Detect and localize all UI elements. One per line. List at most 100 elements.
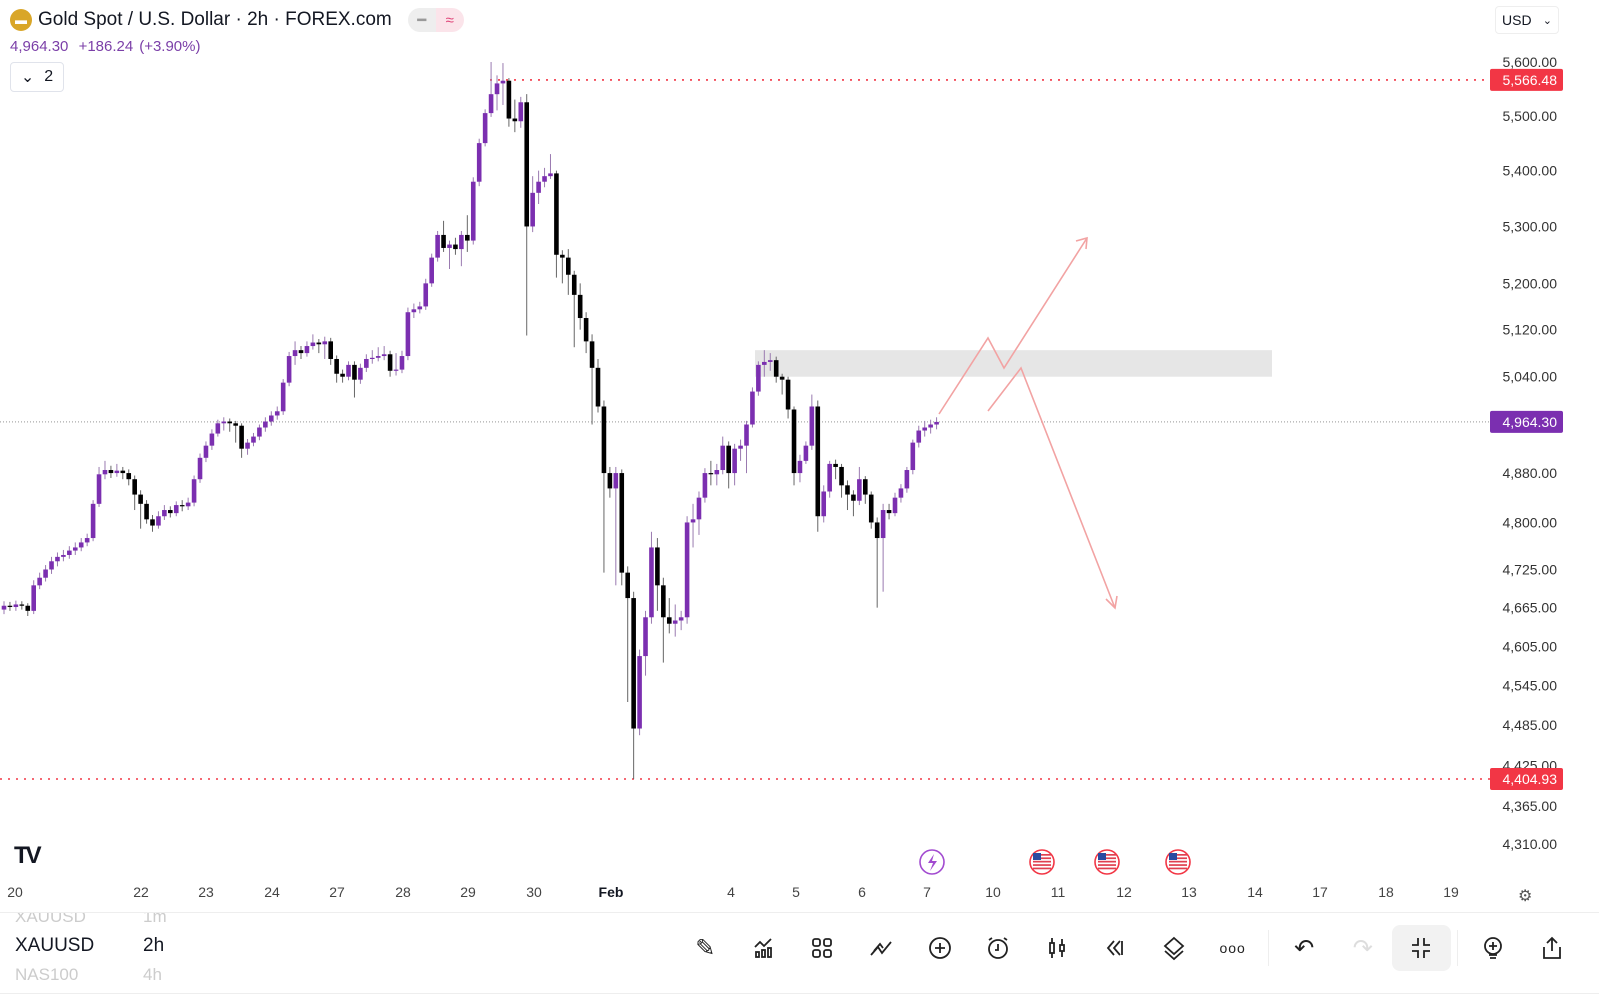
candle	[589, 334, 595, 425]
candle	[43, 565, 48, 582]
candle-body	[494, 83, 500, 95]
flag-stripe	[1169, 854, 1187, 856]
candle-body	[274, 411, 280, 416]
undo-icon[interactable]: ↶	[1294, 934, 1315, 962]
candle	[96, 466, 102, 507]
candle	[874, 517, 880, 608]
exit-fullscreen-icon[interactable]	[1392, 925, 1451, 971]
add-idea-icon[interactable]	[1464, 925, 1523, 971]
candle-body	[144, 503, 149, 520]
candle-body	[863, 479, 868, 495]
price-tick-label: 4,365.00	[1503, 798, 1558, 814]
us-flag-icon[interactable]	[1029, 849, 1055, 875]
candle	[560, 250, 565, 284]
candle	[334, 355, 339, 383]
flag-stripe	[1033, 860, 1051, 863]
alert-icon[interactable]	[969, 925, 1028, 971]
candle	[233, 420, 238, 443]
tradingview-logo[interactable]: TV	[14, 842, 42, 869]
chart-type-icon[interactable]	[1028, 925, 1087, 971]
redo-icon[interactable]: ↷	[1352, 934, 1373, 962]
candle	[49, 556, 54, 574]
candle	[898, 484, 904, 503]
candle-body	[340, 373, 345, 377]
candle	[197, 453, 203, 483]
status-pill[interactable]: ━ ≈	[407, 8, 464, 32]
candle-body	[803, 445, 809, 461]
low-price-marker-bg	[1490, 768, 1563, 791]
candle-body	[560, 254, 565, 258]
replay-icon[interactable]	[1086, 925, 1145, 971]
axis-settings-icon[interactable]: ⚙	[1518, 888, 1533, 905]
candle	[868, 491, 874, 529]
candle-body	[678, 617, 684, 621]
candle-body	[132, 479, 137, 495]
indicators-toggle-button[interactable]: ⌄ 2	[10, 62, 64, 92]
candle	[524, 94, 530, 336]
candle-body	[696, 497, 702, 520]
candle	[25, 603, 31, 616]
flag-stripe	[1098, 867, 1116, 870]
drawing-arrows[interactable]	[938, 236, 1118, 610]
candle-body	[138, 494, 143, 504]
flag-canton	[1098, 853, 1106, 860]
symbol-option[interactable]: XAUUSD 1m	[15, 913, 167, 926]
candle-body	[108, 470, 114, 474]
lightning-event-icon[interactable]	[919, 849, 945, 875]
candle	[637, 649, 642, 736]
us-flag-icon[interactable]	[1094, 849, 1120, 875]
price-chart[interactable]: 5,600.00 5,500.00 5,400.00 5,300.00 5,200.00…	[0, 0, 1599, 910]
candle-body	[381, 354, 387, 357]
symbol-picker[interactable]: XAUUSD 1m XAUUSD 2h NAS100 4h	[15, 913, 185, 983]
candle-body	[791, 409, 797, 474]
candle-body	[631, 598, 636, 729]
candle-body	[191, 479, 197, 503]
candle-body	[263, 421, 268, 428]
candle-body	[738, 445, 743, 449]
draw-icon[interactable]: ✎	[695, 934, 716, 962]
candle-body	[607, 473, 613, 489]
candle-body	[393, 369, 399, 371]
layouts-icon[interactable]	[793, 925, 852, 971]
candle-body	[120, 470, 126, 474]
share-icon[interactable]	[1522, 925, 1581, 971]
candle	[500, 63, 506, 105]
candle	[1, 601, 7, 615]
us-flag-icon[interactable]	[1165, 849, 1191, 875]
add-icon[interactable]	[910, 925, 969, 971]
candle	[203, 441, 209, 463]
candle	[845, 480, 850, 511]
time-tick-label: 27	[329, 884, 345, 900]
candle-body	[821, 491, 827, 517]
candle	[494, 75, 500, 111]
candle-body	[655, 547, 660, 586]
indicators-icon[interactable]	[735, 925, 794, 971]
candle-body	[892, 497, 898, 514]
flag-stripe	[1098, 860, 1116, 863]
time-tick-label: 17	[1312, 884, 1328, 900]
candle	[684, 516, 690, 624]
symbol-option-selected[interactable]: XAUUSD 2h	[15, 935, 165, 956]
symbol-title[interactable]: Gold Spot / U.S. Dollar · 2h · FOREX.com	[38, 9, 392, 30]
bullish-path-arrow[interactable]	[938, 237, 1088, 415]
candle	[269, 411, 274, 426]
candle	[179, 500, 185, 512]
more-icon[interactable]: ooo	[1219, 940, 1246, 956]
candle	[310, 334, 316, 350]
candle-body	[304, 346, 310, 354]
candle-body	[72, 547, 78, 551]
time-axis[interactable]: 20 22 23 24 27 28 29 30 Feb 4 5 6 7 10 11 12 13 14 17 18 19	[0, 884, 1599, 908]
currency-select[interactable]: USD ⌄	[1495, 6, 1559, 34]
candle	[548, 154, 553, 179]
candle-body	[726, 445, 731, 474]
candle	[102, 460, 108, 480]
candle-body	[684, 522, 690, 618]
trend-icon[interactable]	[852, 925, 911, 971]
layers-icon[interactable]	[1145, 925, 1204, 971]
candle	[67, 546, 72, 559]
candle	[280, 379, 286, 415]
flag-stripe	[1098, 864, 1116, 866]
candle	[441, 220, 446, 252]
symbol-option[interactable]: NAS100 4h	[15, 965, 162, 983]
bearish-path-arrow[interactable]	[987, 366, 1116, 609]
